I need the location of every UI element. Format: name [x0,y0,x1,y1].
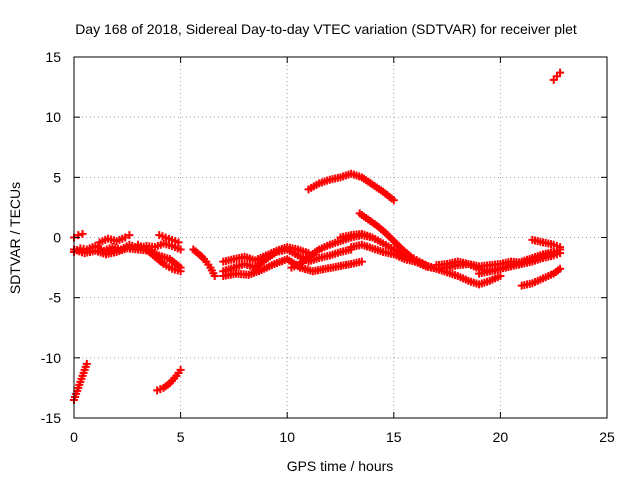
x-tick-label: 20 [493,429,509,445]
data-point [556,243,565,252]
series-arc-22 [549,68,565,84]
x-axis-label: GPS time / hours [287,458,394,474]
y-tick-label: -10 [41,350,61,366]
data-point [556,68,565,77]
x-tick-label: 10 [279,429,295,445]
series-arc-6 [155,231,183,247]
data-point [496,272,505,281]
data-point [176,267,185,276]
axis-ticks: 0 5 10 15 20 25 -15 -10 -5 0 5 10 15 [41,49,615,445]
series-arc-19 [475,245,565,278]
series-arc-17 [347,240,505,289]
data-point [121,233,130,242]
series-arc-4 [95,231,134,247]
series-arc-5 [133,240,185,276]
data-point [176,245,185,254]
data-point [556,264,565,273]
x-tick-label: 15 [386,429,402,445]
y-tick-label: 15 [45,49,61,65]
chart-title: Day 168 of 2018, Sidereal Day-to-day VTE… [75,21,577,37]
series-arc-11 [219,243,313,266]
data-point [389,196,398,205]
data-point [174,238,183,247]
data-point [357,257,366,266]
x-tick-label: 5 [177,429,185,445]
series-arc-14 [304,169,398,205]
series-arc-9 [189,245,219,281]
data-point [210,272,219,281]
y-tick-label: 10 [45,109,61,125]
plot-series [70,68,565,404]
y-tick-label: -15 [41,410,61,426]
data-point [82,359,91,368]
data-point [78,229,87,238]
x-tick-label: 25 [599,429,615,445]
series-arc-7 [70,359,91,404]
x-tick-label: 0 [70,429,78,445]
series-arc-21 [528,235,565,252]
y-axis-label: SDTVAR / TECUs [7,182,23,294]
y-tick-label: -5 [49,290,62,306]
y-tick-label: 0 [53,230,61,246]
data-point [125,231,134,240]
series-arc-8 [153,365,185,395]
data-point [176,365,185,374]
y-tick-label: 5 [53,169,61,185]
series-arc-20 [517,264,565,290]
